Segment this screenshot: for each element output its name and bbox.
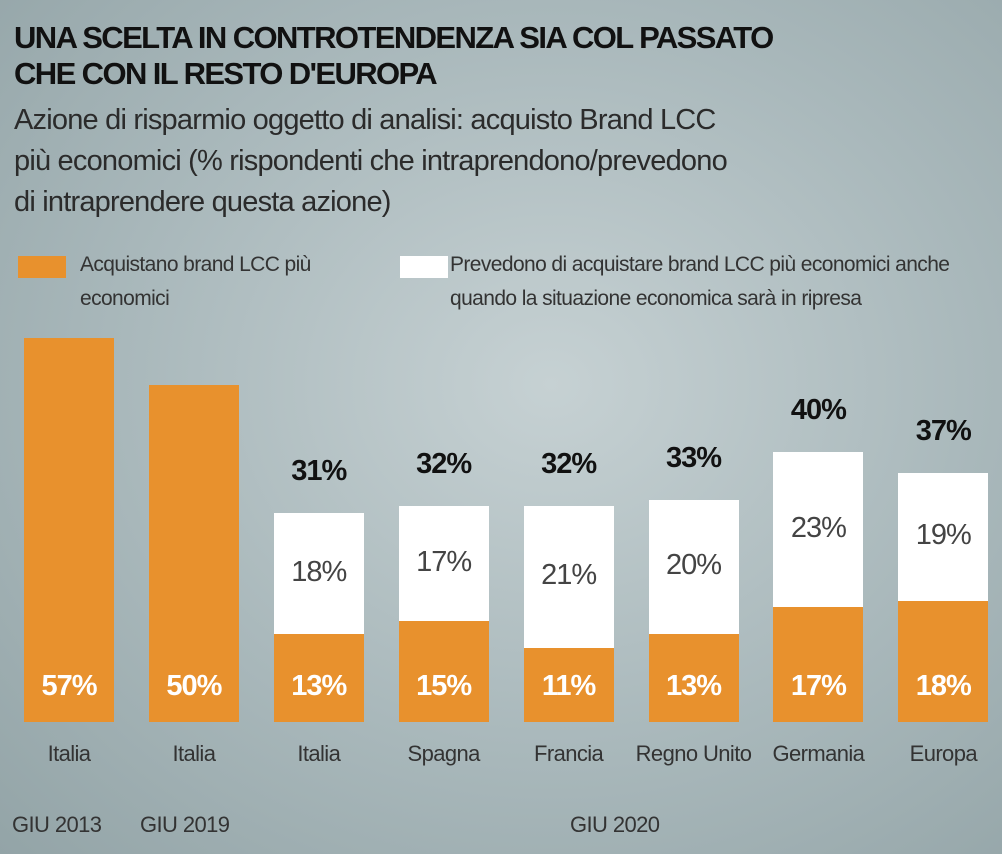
value-label: 17% [416, 545, 472, 578]
bar-segment [898, 472, 989, 601]
x-tick-label: Europa [909, 741, 978, 766]
total-label: 40% [790, 394, 847, 427]
total-label: 37% [915, 414, 972, 447]
bar-segment [773, 607, 864, 722]
x-tick-label: Francia [534, 741, 604, 766]
subtitle: più economici (% rispondenti che intrapr… [14, 145, 728, 177]
value-label: 18% [915, 670, 972, 702]
total-label: 33% [665, 441, 722, 474]
value-label: 17% [790, 670, 847, 702]
value-label: 18% [291, 555, 347, 588]
x-tick-label: Italia [172, 741, 216, 766]
total-label: 32% [541, 448, 597, 481]
bar-segment [24, 337, 114, 722]
legend-label: Acquistano brand LCC più economici [80, 253, 311, 310]
value-label: 15% [416, 670, 472, 702]
total-label: 31% [291, 455, 347, 488]
bar-segment [773, 452, 864, 608]
group-label: GIU 2019 [140, 812, 230, 837]
bar-segment [398, 506, 489, 621]
value-label: 11% [541, 670, 596, 702]
x-tick-label: Spagna [407, 741, 481, 766]
bar-segment [148, 385, 239, 722]
value-label: 57% [41, 670, 97, 702]
chart-title: UNA SCELTA IN CONTROTENDENZA SIA COL PAS… [14, 20, 774, 55]
x-tick-label: Regno Unito [635, 741, 752, 766]
subtitle: Azione di risparmio oggetto di analisi: … [14, 104, 716, 136]
x-tick-label: Italia [47, 741, 91, 766]
value-label: 13% [291, 670, 347, 702]
group-label: GIU 2013 [12, 812, 102, 837]
bar-segment [648, 499, 739, 635]
value-label: 50% [166, 670, 222, 702]
total-label: 32% [416, 448, 472, 481]
bar-segment [898, 600, 989, 722]
bar-segment [523, 647, 614, 722]
group-label: GIU 2020 [570, 812, 660, 837]
value-label: 13% [665, 670, 722, 702]
legend-swatch [400, 256, 448, 278]
legend-label: Prevedono di acquistare brand LCC più ec… [450, 253, 950, 310]
x-tick-label: Germania [772, 741, 865, 766]
value-label: 21% [541, 559, 597, 592]
bar-segment [523, 506, 614, 648]
x-tick-label: Italia [297, 741, 341, 766]
bar-segment [648, 634, 739, 722]
subtitle: di intraprendere questa azione) [14, 186, 391, 218]
value-label: 19% [915, 518, 972, 551]
bar-segment [273, 513, 364, 635]
legend-swatch [18, 256, 66, 278]
bar-segment [398, 620, 489, 722]
bar-segment [273, 634, 364, 722]
value-label: 20% [665, 548, 722, 581]
chart-title: CHE CON IL RESTO D'EUROPA [14, 56, 438, 91]
value-label: 23% [790, 511, 847, 544]
